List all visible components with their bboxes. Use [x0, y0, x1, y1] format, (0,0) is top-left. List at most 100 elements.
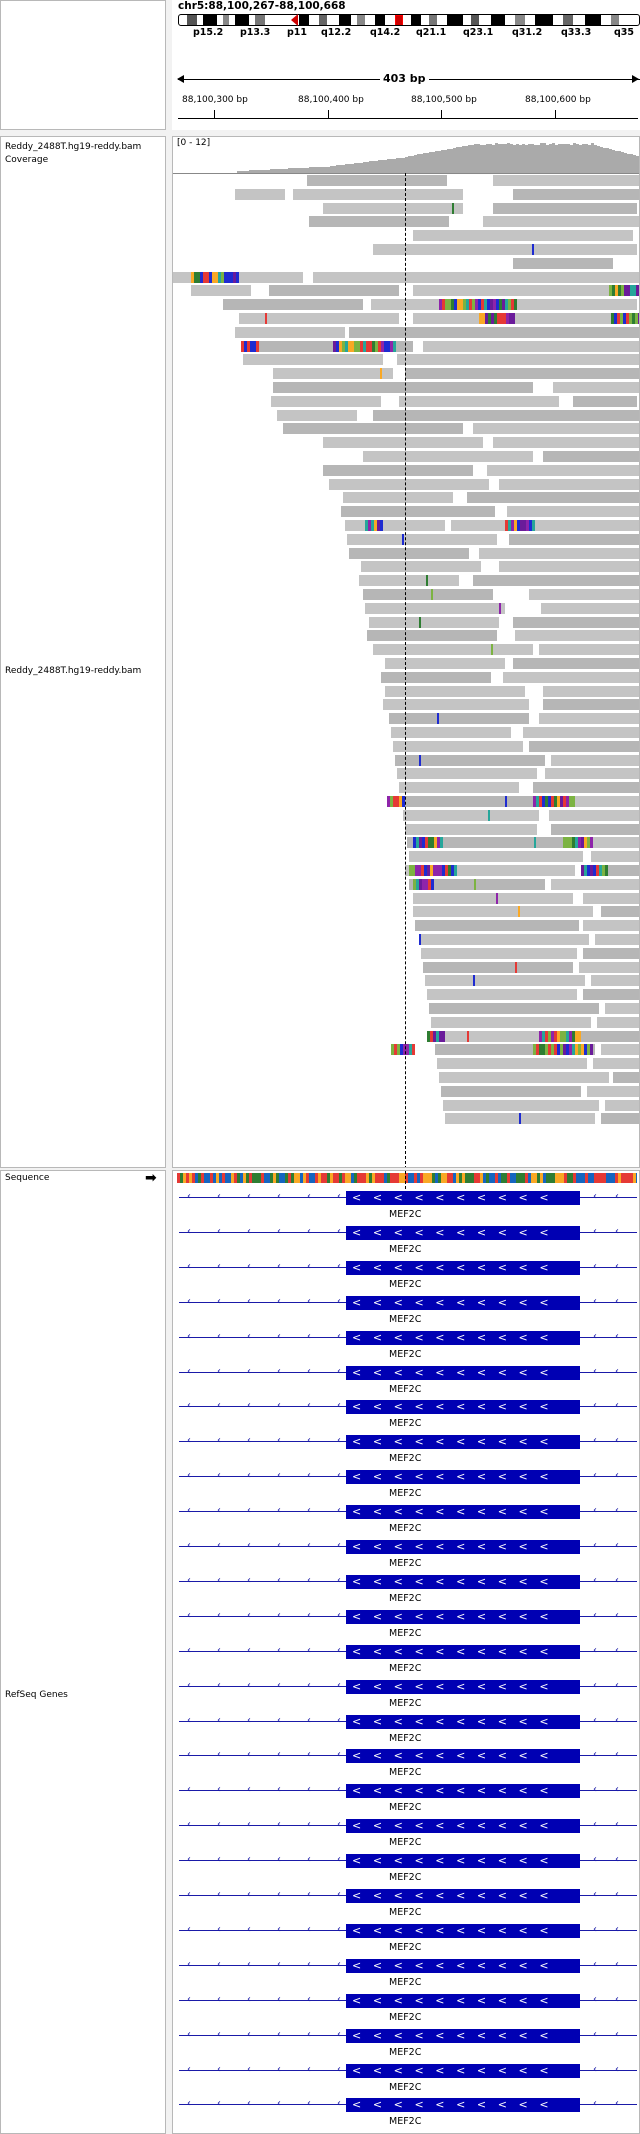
- gene-exon[interactable]: <<<<<<<<<<: [346, 1435, 580, 1450]
- aligned-read[interactable]: [587, 1085, 639, 1097]
- aligned-read[interactable]: [435, 1044, 595, 1056]
- gene-exon[interactable]: <<<<<<<<<<: [346, 1609, 580, 1624]
- aligned-read[interactable]: [437, 1058, 587, 1070]
- aligned-read[interactable]: [243, 340, 413, 352]
- aligned-read[interactable]: [583, 892, 639, 904]
- aligned-read[interactable]: [283, 423, 463, 435]
- aligned-read[interactable]: [513, 616, 639, 628]
- aligned-read[interactable]: [359, 575, 459, 587]
- aligned-read[interactable]: [323, 202, 463, 214]
- aligned-read[interactable]: [473, 575, 639, 587]
- aligned-read[interactable]: [591, 851, 639, 863]
- aligned-read[interactable]: [373, 409, 639, 421]
- aligned-read[interactable]: [425, 975, 585, 987]
- aligned-read[interactable]: [395, 754, 545, 766]
- aligned-read[interactable]: [373, 244, 637, 255]
- refseq-track-label[interactable]: RefSeq Genes: [5, 1690, 68, 1700]
- gene-exon[interactable]: <<<<<<<<<<: [346, 1993, 580, 2008]
- aligned-read[interactable]: [273, 382, 533, 393]
- aligned-read[interactable]: [539, 644, 639, 656]
- aligned-read[interactable]: [543, 685, 639, 697]
- aligned-read[interactable]: [513, 188, 639, 200]
- aligned-read[interactable]: [313, 271, 639, 283]
- aligned-read[interactable]: [591, 975, 639, 987]
- aligned-read[interactable]: [433, 1030, 573, 1042]
- gene-exon[interactable]: <<<<<<<<<<: [346, 2028, 580, 2043]
- aligned-read[interactable]: [533, 782, 639, 794]
- aligned-read[interactable]: [543, 451, 639, 462]
- gene-exon[interactable]: <<<<<<<<<<: [346, 1505, 580, 1520]
- aligned-read[interactable]: [349, 326, 639, 338]
- aligned-read[interactable]: [487, 464, 639, 476]
- aligned-read[interactable]: [293, 188, 463, 200]
- gene-exon[interactable]: <<<<<<<<<<: [346, 1191, 580, 1205]
- aligned-read[interactable]: [349, 547, 469, 559]
- aligned-read[interactable]: [413, 892, 573, 904]
- aligned-read[interactable]: [385, 658, 505, 669]
- aligned-read[interactable]: [549, 809, 639, 821]
- aligned-read[interactable]: [503, 671, 639, 683]
- aligned-read[interactable]: [431, 1016, 591, 1028]
- aligned-read[interactable]: [369, 616, 499, 628]
- gene-exon[interactable]: <<<<<<<<<<: [346, 1644, 580, 1659]
- gene-exon[interactable]: <<<<<<<<<<: [346, 1400, 580, 1415]
- aligned-read[interactable]: [597, 1016, 639, 1028]
- aligned-read[interactable]: [451, 520, 639, 531]
- gene-exon[interactable]: <<<<<<<<<<: [346, 1784, 580, 1799]
- aligned-read[interactable]: [421, 947, 577, 959]
- aligned-read[interactable]: [605, 1003, 639, 1014]
- gene-exon[interactable]: <<<<<<<<<<: [346, 1714, 580, 1729]
- aligned-read[interactable]: [309, 216, 449, 228]
- aligned-read[interactable]: [593, 837, 639, 849]
- aligned-read[interactable]: [593, 1058, 639, 1070]
- chromosome-ideogram[interactable]: [178, 14, 640, 26]
- aligned-read[interactable]: [553, 796, 639, 807]
- aligned-read[interactable]: [601, 1044, 639, 1056]
- gene-exon[interactable]: <<<<<<<<<<: [346, 1540, 580, 1554]
- aligned-read[interactable]: [363, 451, 533, 462]
- gene-exon[interactable]: <<<<<<<<<<: [346, 2098, 580, 2113]
- aligned-read[interactable]: [441, 1085, 581, 1097]
- aligned-read[interactable]: [401, 796, 543, 807]
- gene-exon[interactable]: <<<<<<<<<<: [346, 1819, 580, 1834]
- aligned-read[interactable]: [545, 768, 639, 780]
- aligned-read[interactable]: [385, 685, 525, 697]
- gene-exon[interactable]: <<<<<<<<<<: [346, 1889, 580, 1903]
- aligned-read[interactable]: [553, 382, 639, 393]
- strand-arrow-icon[interactable]: ➡: [145, 1170, 157, 1186]
- gene-exon[interactable]: <<<<<<<<<<: [346, 1574, 580, 1589]
- coverage-track[interactable]: [173, 137, 639, 173]
- aligned-read[interactable]: [405, 865, 575, 876]
- aligned-read[interactable]: [513, 257, 613, 269]
- gene-exon[interactable]: <<<<<<<<<<: [346, 1295, 580, 1310]
- aligned-read[interactable]: [595, 934, 639, 945]
- aligned-read[interactable]: [409, 878, 545, 890]
- aligned-read[interactable]: [427, 989, 577, 1001]
- aligned-read[interactable]: [343, 492, 453, 504]
- gene-exon[interactable]: <<<<<<<<<<: [346, 1854, 580, 1869]
- aligned-read[interactable]: [389, 713, 529, 725]
- aligned-read[interactable]: [243, 354, 383, 366]
- coverage-track-label[interactable]: Reddy_2488T.hg19-reddy.bam Coverage: [5, 142, 142, 165]
- gene-exon[interactable]: <<<<<<<<<<: [346, 1923, 580, 1938]
- aligned-read[interactable]: [407, 837, 587, 849]
- aligned-read[interactable]: [443, 1099, 599, 1111]
- gene-exon[interactable]: <<<<<<<<<<: [346, 1749, 580, 1764]
- aligned-read[interactable]: [467, 492, 639, 504]
- aligned-read[interactable]: [551, 823, 639, 835]
- gene-exon[interactable]: <<<<<<<<<<: [346, 1260, 580, 1275]
- aligned-read[interactable]: [523, 727, 639, 738]
- aligned-read[interactable]: [507, 506, 639, 518]
- aligned-read[interactable]: [515, 630, 639, 642]
- aligned-read[interactable]: [423, 340, 639, 352]
- alignment-track-label[interactable]: Reddy_2488T.hg19-reddy.bam: [5, 666, 142, 676]
- aligned-read[interactable]: [399, 395, 559, 407]
- aligned-read[interactable]: [579, 1030, 639, 1042]
- aligned-read[interactable]: [541, 602, 639, 614]
- aligned-read[interactable]: [529, 589, 639, 600]
- aligned-read[interactable]: [393, 740, 523, 752]
- aligned-read[interactable]: [493, 175, 639, 186]
- aligned-read[interactable]: [365, 602, 505, 614]
- gene-exon[interactable]: <<<<<<<<<<: [346, 1470, 580, 1485]
- aligned-read[interactable]: [529, 740, 639, 752]
